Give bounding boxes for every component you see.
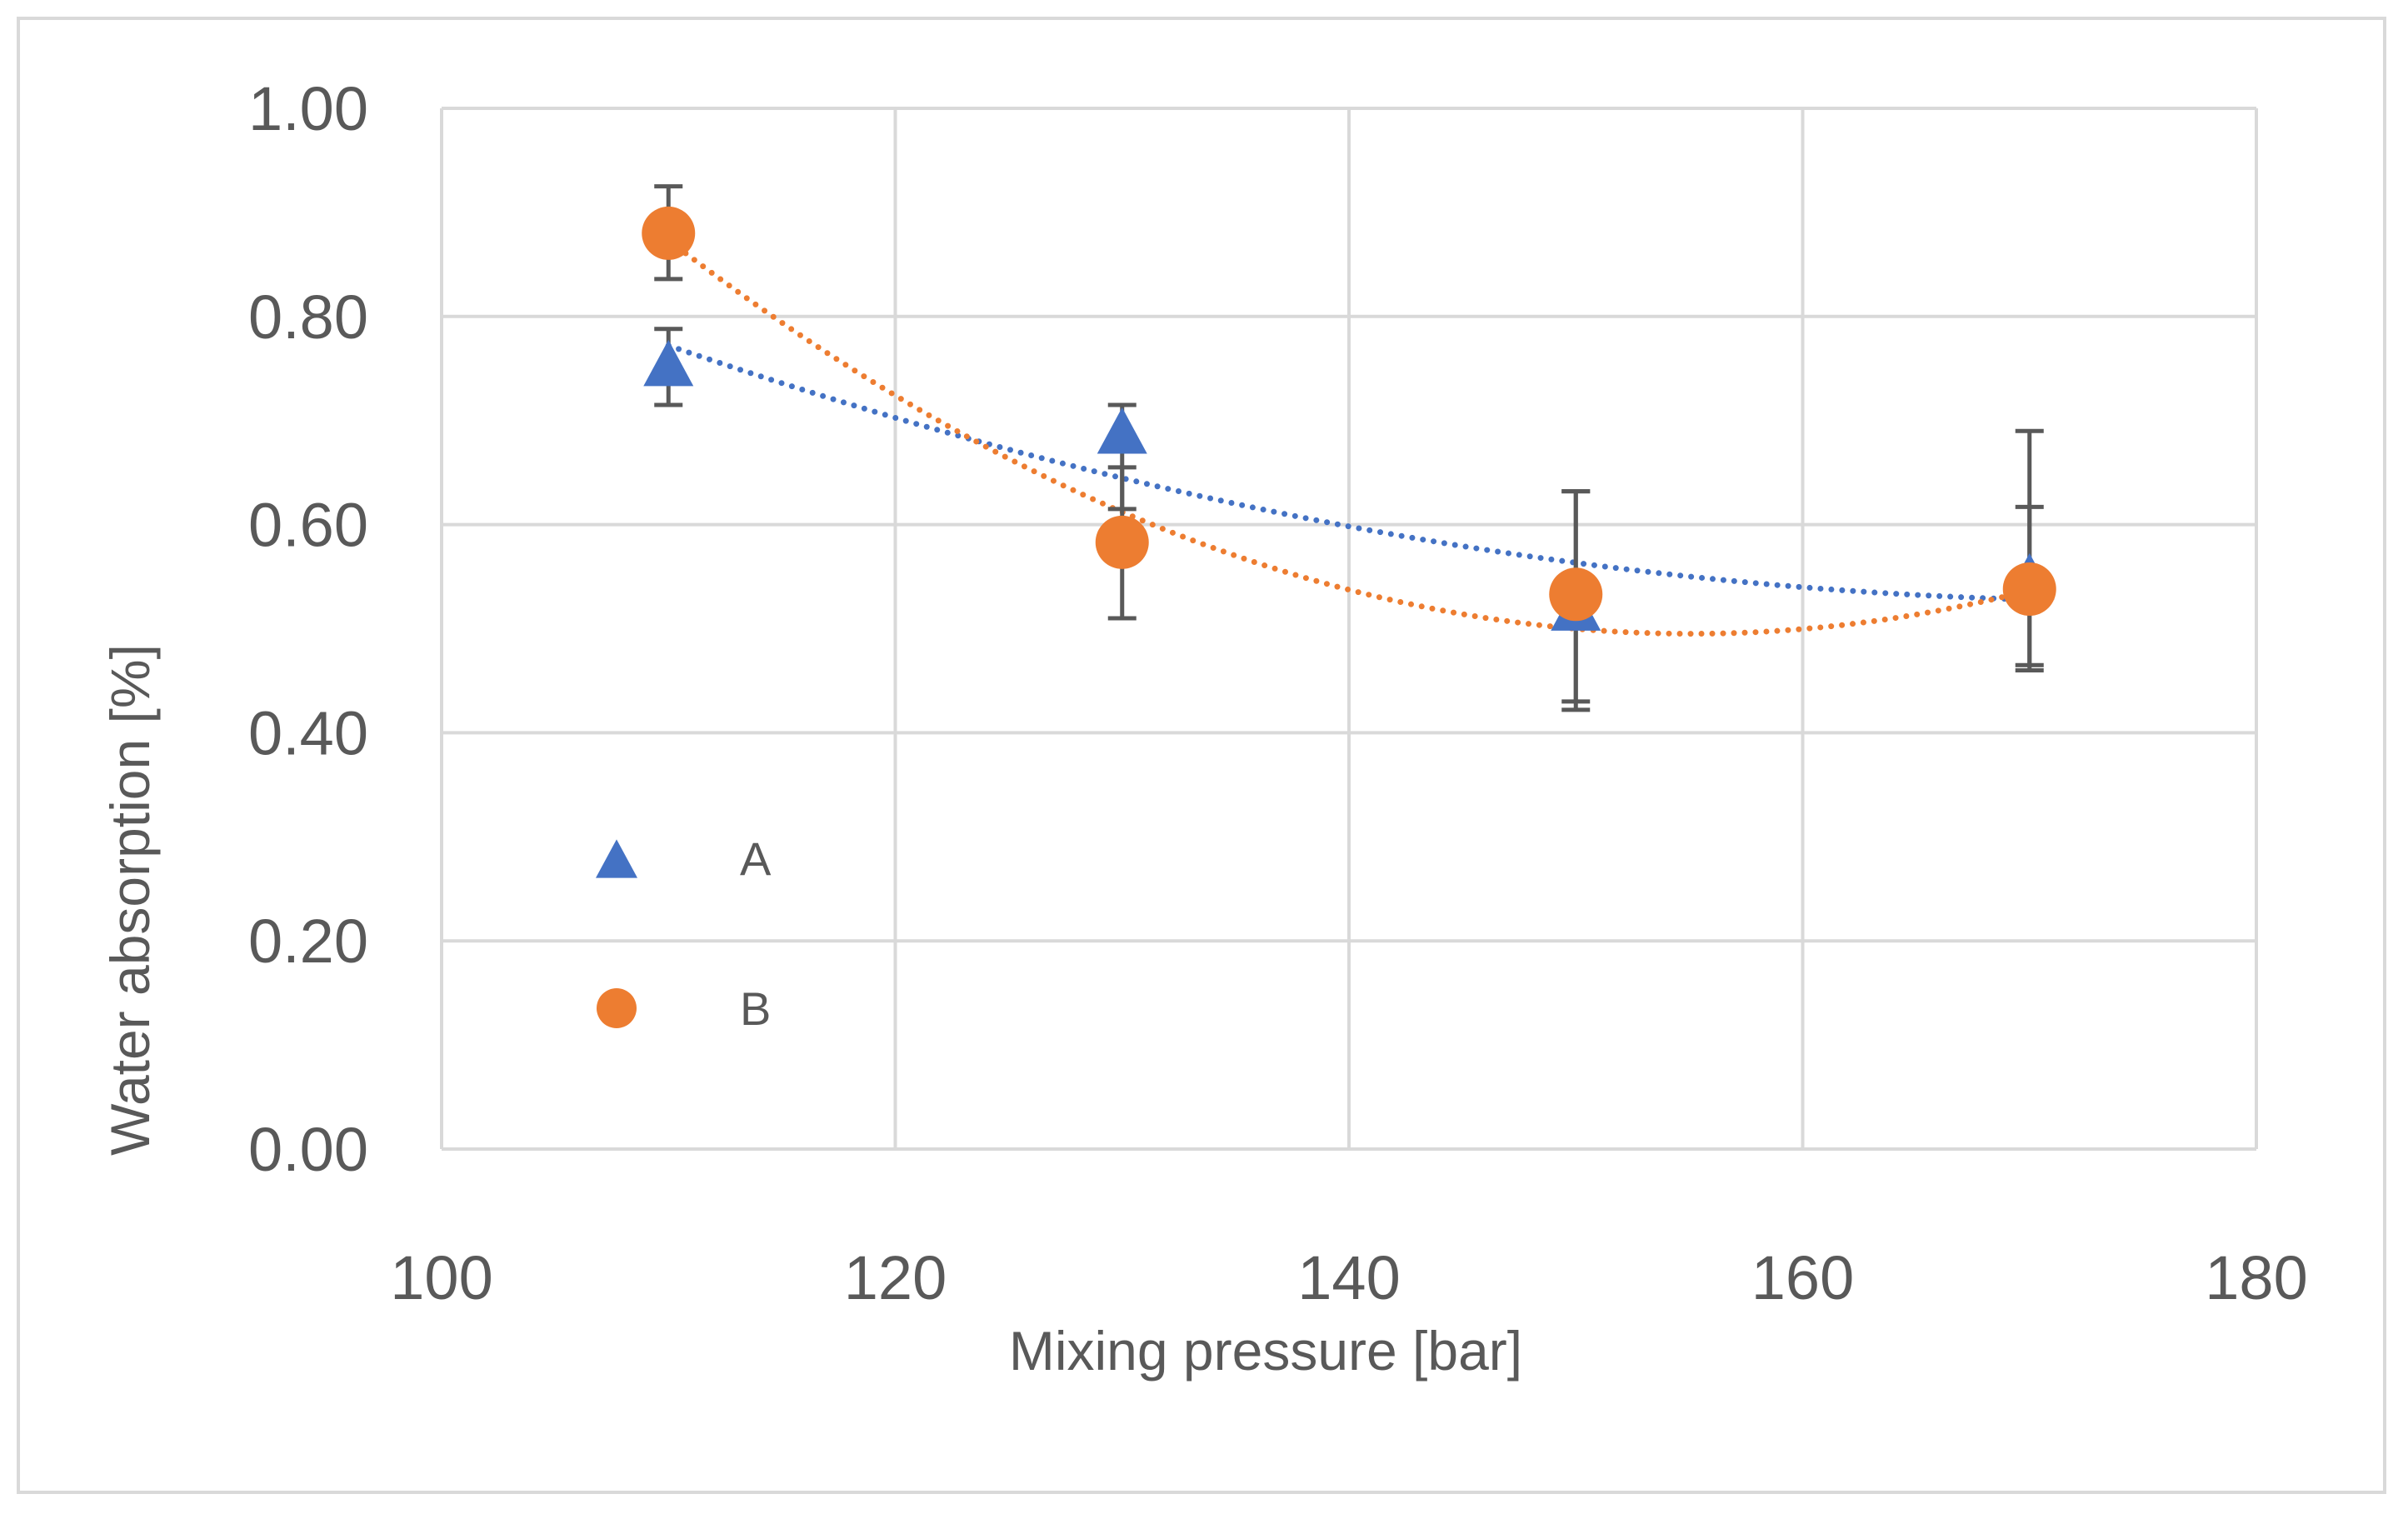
legend-label-B: B <box>740 982 771 1035</box>
x-tick-label: 180 <box>2205 1243 2307 1312</box>
x-tick-label: 160 <box>1751 1243 1854 1312</box>
x-tick-label: 140 <box>1297 1243 1400 1312</box>
legend-item-B: B <box>597 982 771 1035</box>
legend-marker-A <box>596 839 637 878</box>
y-tick-label: 0.40 <box>248 698 368 767</box>
y-axis-title: Water absorption [%] <box>99 644 161 1156</box>
y-tick-label: 0.00 <box>248 1115 368 1184</box>
trendline-B <box>665 237 2033 637</box>
point-B <box>1095 515 1149 569</box>
legend-label-A: A <box>740 832 772 885</box>
point-A <box>1097 407 1147 454</box>
data-points <box>642 206 2056 631</box>
legend-marker-B <box>597 988 637 1028</box>
x-tick-label: 100 <box>390 1243 492 1312</box>
scatter-chart: 0.00 0.20 0.40 0.60 0.80 1.00 100 120 140 160 180… <box>99 74 2308 1382</box>
chart-frame: 0.00 0.20 0.40 0.60 0.80 1.00 100 120 140 160 180… <box>17 17 2386 1494</box>
y-tick-label: 0.60 <box>248 491 368 560</box>
x-tick-label: 120 <box>844 1243 947 1312</box>
point-B <box>1549 567 1603 622</box>
point-B <box>642 206 696 260</box>
x-axis-ticks: 100 120 140 160 180 <box>390 1243 2307 1312</box>
y-tick-label: 0.20 <box>248 907 368 976</box>
gridlines <box>440 107 2258 1151</box>
y-tick-label: 0.80 <box>248 282 368 352</box>
legend: AB <box>596 832 772 1035</box>
trendline-A <box>665 342 2033 603</box>
trendlines <box>665 237 2033 637</box>
y-tick-label: 1.00 <box>248 74 368 143</box>
x-axis-title: Mixing pressure [bar] <box>1009 1320 1522 1382</box>
point-A <box>643 339 694 387</box>
point-B <box>2002 562 2056 617</box>
y-axis-ticks: 0.00 0.20 0.40 0.60 0.80 1.00 <box>248 74 368 1184</box>
legend-item-A: A <box>596 832 772 885</box>
error-bar-B <box>2015 428 2044 672</box>
